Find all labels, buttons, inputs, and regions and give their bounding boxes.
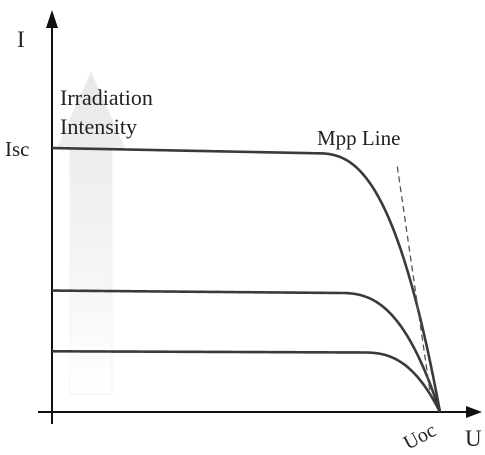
y-axis-arrowhead (46, 10, 58, 28)
mpp-line-label: Mpp Line (317, 126, 400, 150)
x-axis-arrowhead (466, 406, 482, 418)
iv-curve-1 (51, 146, 442, 413)
iv-curve-3 (51, 349, 442, 413)
uoc-tick-label: Uoc (400, 419, 440, 454)
isc-tick-label: Isc (5, 137, 30, 161)
mpp-line (396, 166, 432, 397)
iv-curve-2 (51, 289, 442, 413)
x-axis-label: U (465, 426, 482, 451)
iv-curves (51, 146, 442, 413)
irradiation-label-line1: Irradiation (60, 85, 153, 110)
axes (38, 10, 482, 424)
y-axis-label: I (17, 27, 25, 52)
irradiation-label-line2: Intensity (60, 114, 137, 139)
irradiation-arrow (55, 70, 127, 395)
